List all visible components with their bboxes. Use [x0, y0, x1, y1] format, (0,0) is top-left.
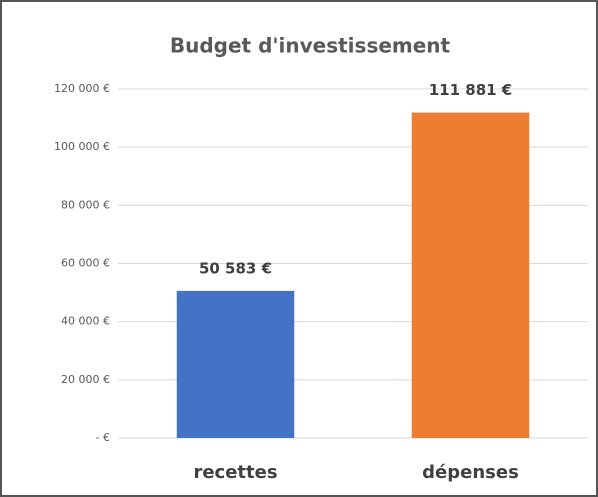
x-tick-label: recettes [193, 462, 277, 483]
bar [176, 290, 295, 438]
data-label: 111 881 € [429, 81, 513, 99]
y-tick-label: 60 000 € [61, 257, 110, 270]
y-tick-label: 20 000 € [61, 373, 110, 386]
data-label: 50 583 € [199, 259, 272, 277]
y-tick-label: 100 000 € [54, 140, 110, 153]
chart-title: Budget d'investissement [170, 34, 451, 58]
bar [411, 112, 530, 438]
y-tick-label: 40 000 € [61, 315, 110, 328]
y-tick-label: - € [96, 431, 110, 444]
x-tick-label: dépenses [422, 462, 519, 483]
y-tick-label: 120 000 € [54, 82, 110, 95]
y-tick-label: 80 000 € [61, 198, 110, 211]
